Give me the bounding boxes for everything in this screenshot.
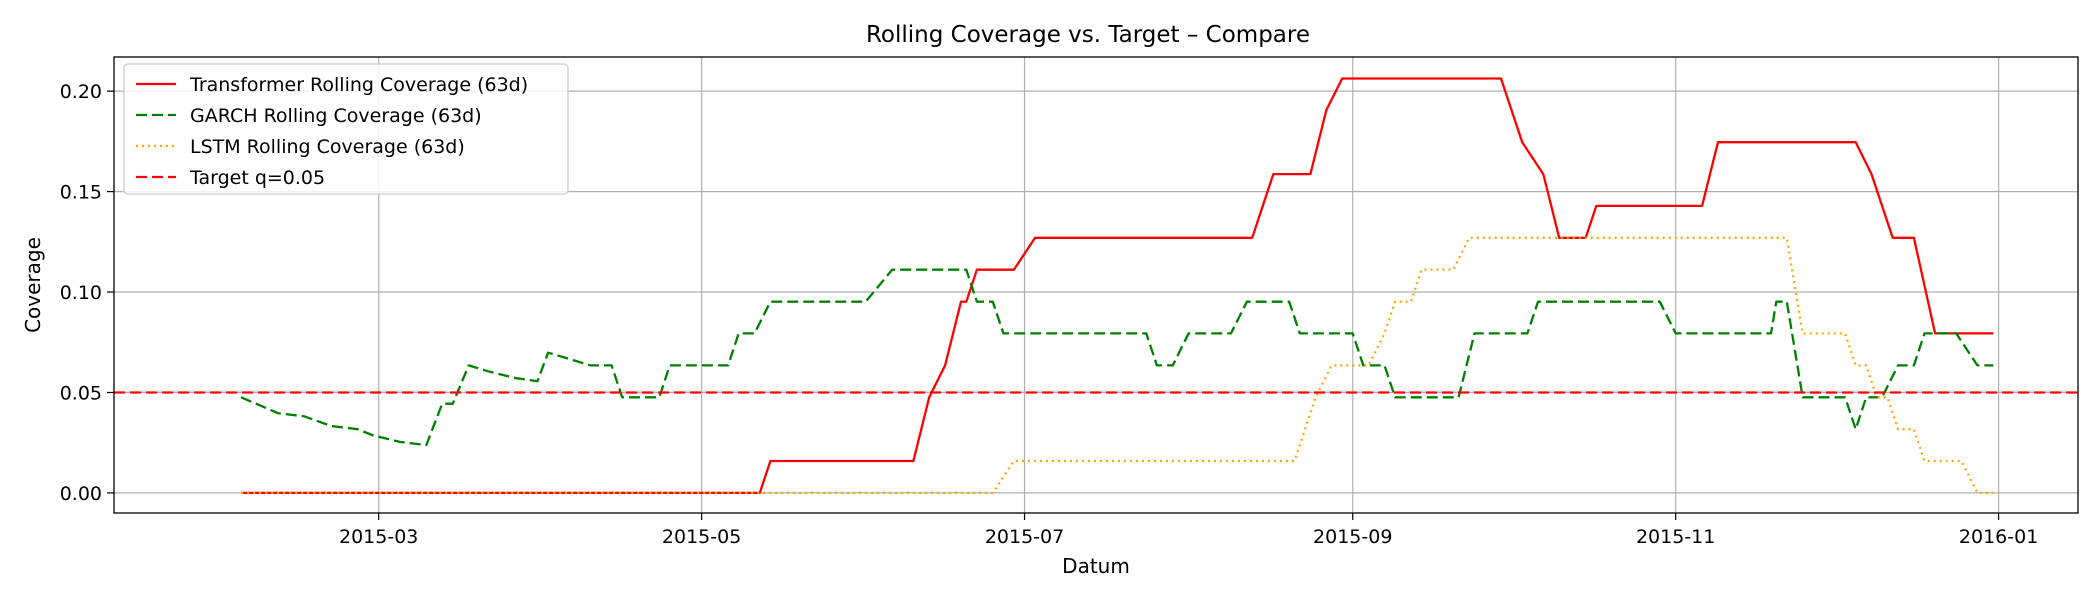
series-line-0 [241, 77, 1994, 495]
legend-label: Transformer Rolling Coverage (63d) [189, 74, 528, 96]
x-tick-label: 2015-09 [1313, 526, 1392, 548]
legend-label: Target q=0.05 [189, 167, 325, 189]
legend-label: GARCH Rolling Coverage (63d) [190, 105, 482, 127]
x-axis-ticks: 2015-03 2015-05 2015-07 2015-09 2015-11 2016-… [339, 513, 2038, 548]
legend-box [123, 63, 569, 195]
y-tick-label: 0.05 [60, 382, 102, 404]
y-tick-label: 0.10 [60, 282, 102, 304]
x-tick-label: 2016-01 [1959, 526, 2038, 548]
x-tick-label: 2015-11 [1636, 526, 1715, 548]
chart-title: Rolling Coverage vs. Target – Compare [866, 22, 1310, 48]
x-axis-label: Datum [1062, 554, 1130, 578]
x-tick-label: 2015-07 [985, 526, 1064, 548]
legend-entries: Transformer Rolling Coverage (63d) GARCH … [136, 74, 528, 189]
plot-area-border [113, 56, 2079, 514]
y-axis-ticks: 0.00 0.05 0.10 0.15 0.20 [60, 81, 114, 505]
y-tick-label: 0.00 [60, 483, 102, 505]
y-tick-label: 0.15 [60, 182, 102, 204]
y-tick-label: 0.20 [60, 81, 102, 103]
series-layer [114, 77, 2078, 495]
series-line-2 [241, 236, 1994, 495]
legend-label: LSTM Rolling Coverage (63d) [190, 136, 465, 158]
legend: Transformer Rolling Coverage (63d) GARCH … [123, 63, 569, 195]
x-tick-label: 2015-03 [339, 526, 418, 548]
x-tick-label: 2015-05 [662, 526, 741, 548]
y-axis-label: Coverage [21, 237, 45, 333]
series-line-1 [240, 268, 1994, 447]
